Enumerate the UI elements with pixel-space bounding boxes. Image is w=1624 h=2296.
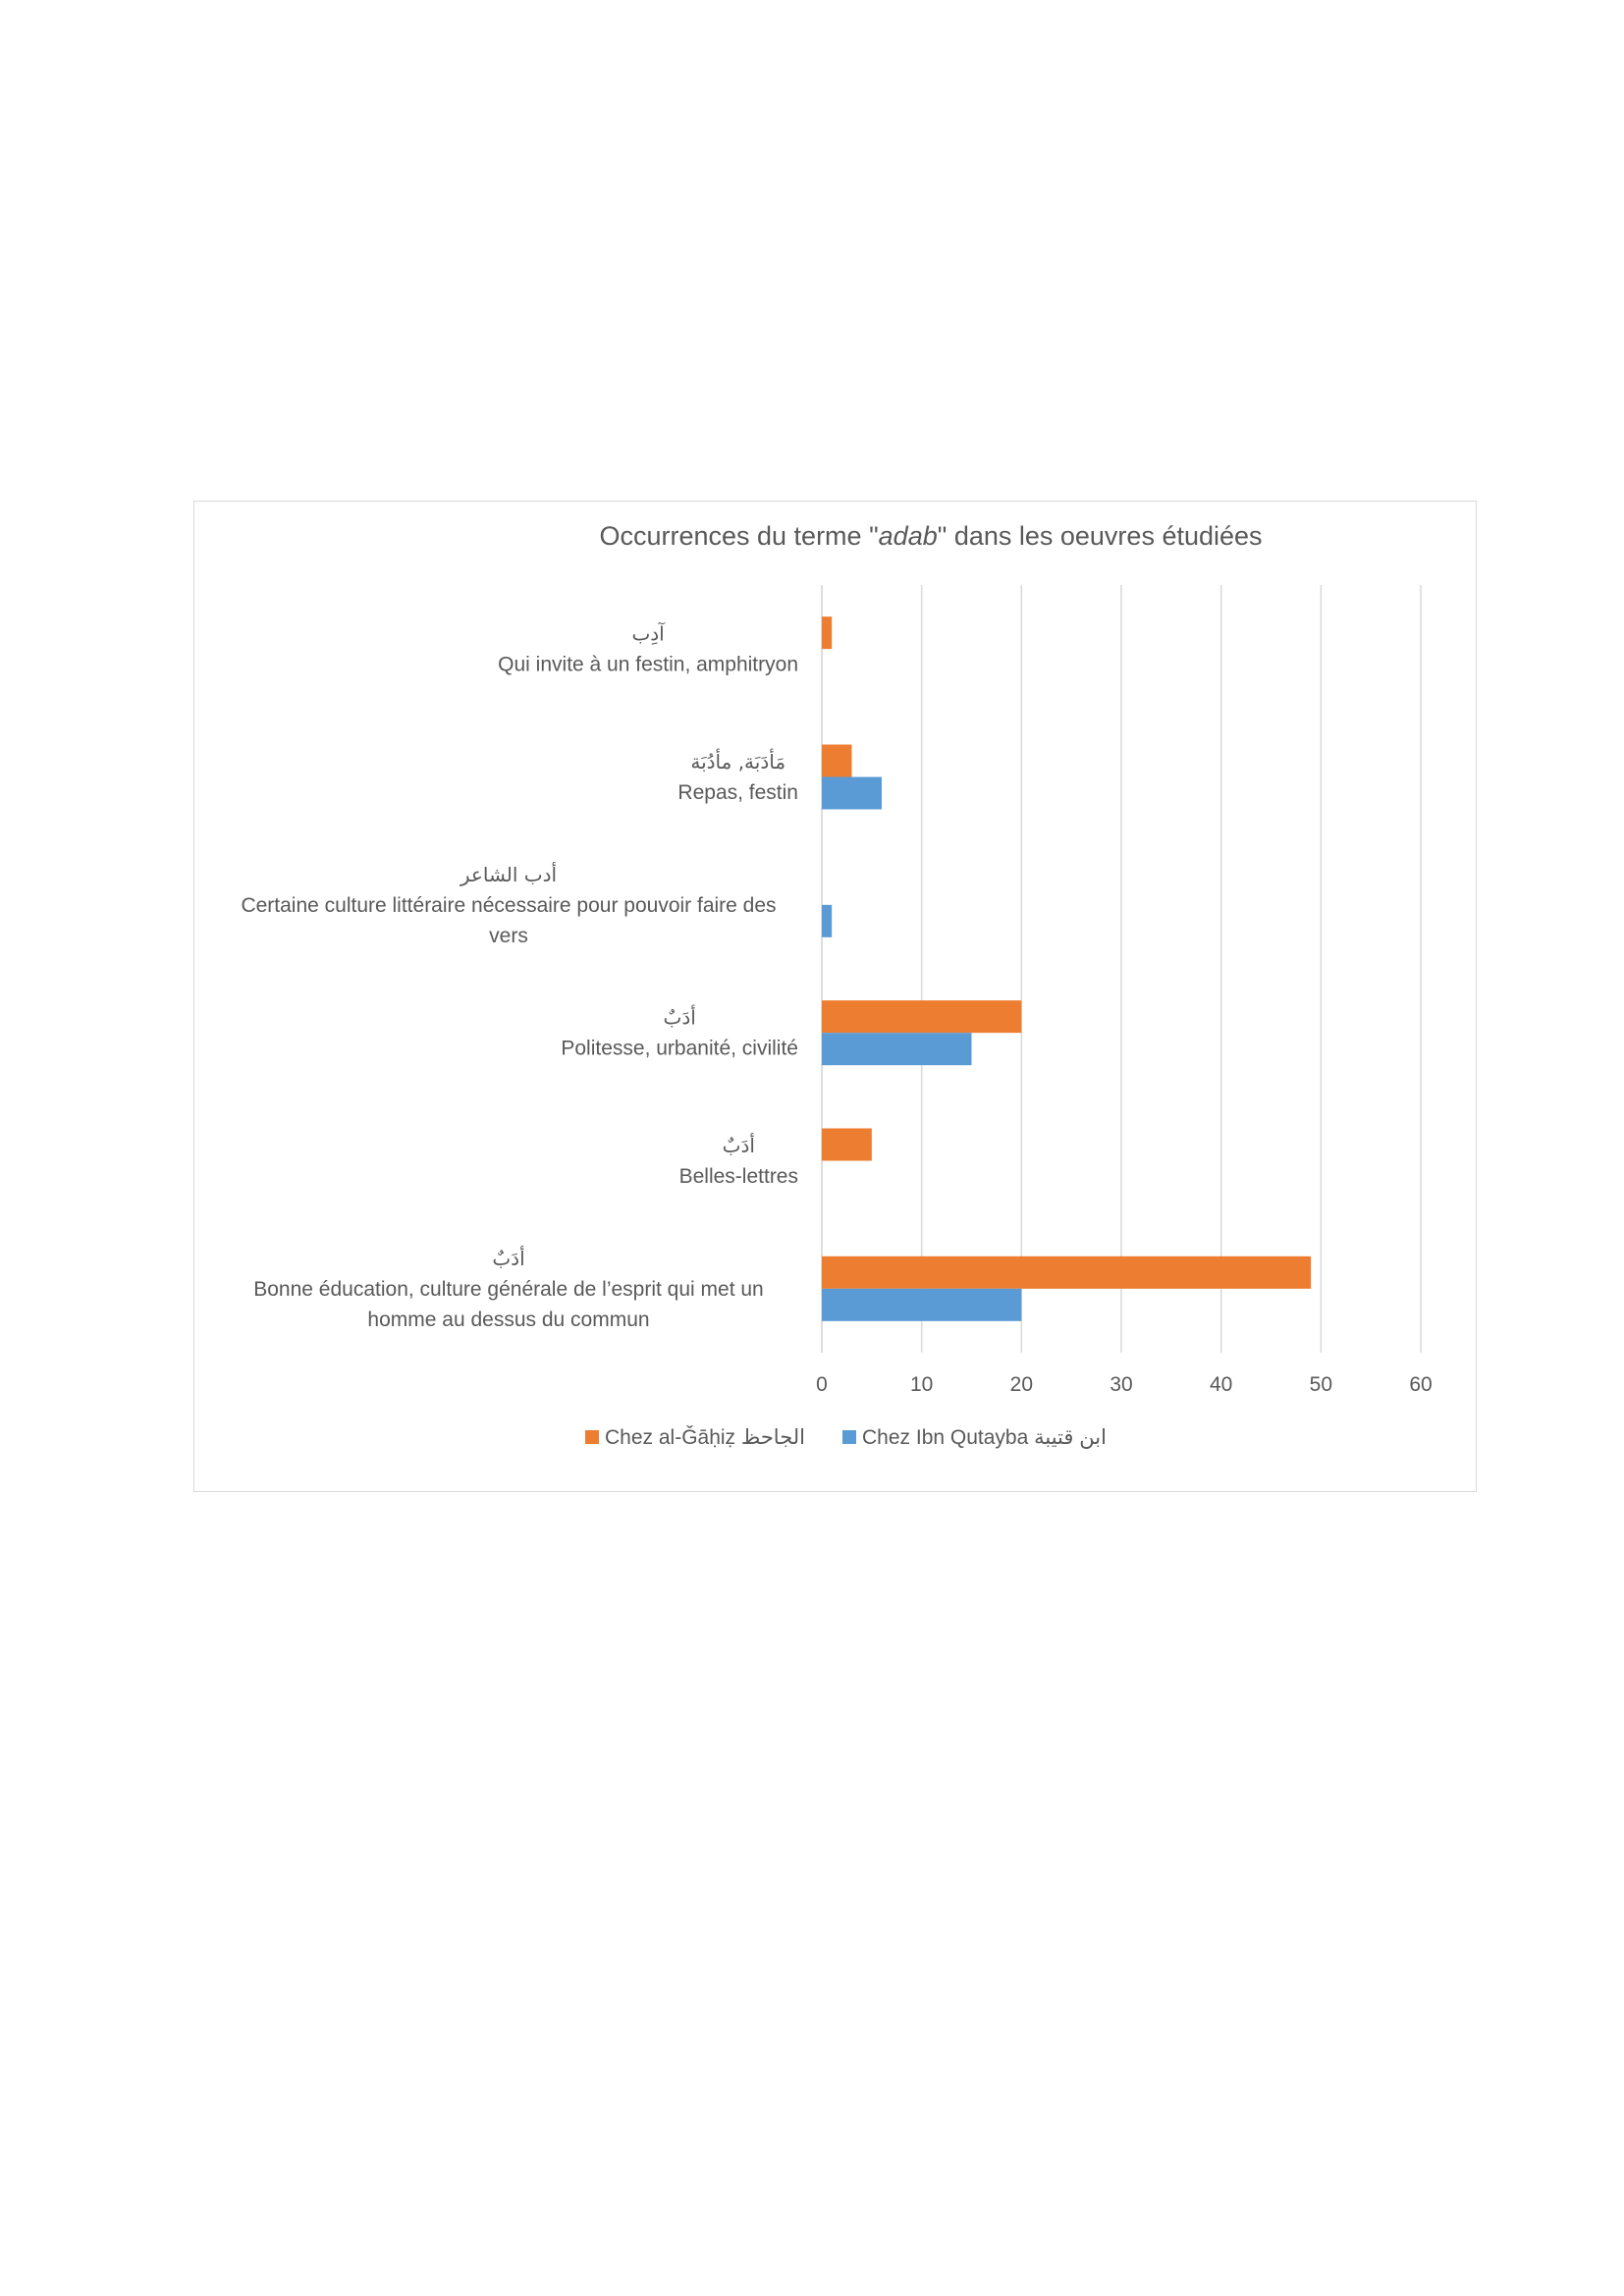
bar-jahiz-1 <box>822 744 852 777</box>
category-label-3-line-0: Politesse, urbanité, civilité <box>561 1038 798 1060</box>
bars <box>822 616 1312 1321</box>
x-axis-ticks: 0 10 20 30 40 50 60 <box>816 1373 1433 1396</box>
bar-qutayba-1 <box>822 776 882 810</box>
chart-title-part-2: " dans les oeuvres étudiées <box>938 521 1263 551</box>
legend: Chez al-Ǧāḥiẓ الجاحظ Chez Ibn Qutayba ابن… <box>585 1426 1107 1449</box>
chart-title-part-1: Occurrences du terme " <box>599 521 878 551</box>
x-tick-label-60: 60 <box>1409 1373 1432 1396</box>
bar-jahiz-3 <box>822 1000 1022 1034</box>
bar-jahiz-0 <box>822 616 833 650</box>
x-tick-label-50: 50 <box>1310 1373 1332 1396</box>
category-arabic-label-4: أدَبٌ <box>723 1133 755 1157</box>
legend-swatch-jahiz <box>585 1430 599 1444</box>
category-label-0-line-0: Qui invite à un festin, amphitryon <box>498 654 798 676</box>
category-label-1-line-0: Repas, festin <box>677 781 798 804</box>
gridlines <box>821 585 1422 1353</box>
bar-jahiz-4 <box>822 1128 872 1161</box>
chart-title: Occurrences du terme "adab" dans les oeu… <box>599 521 1262 551</box>
chart-title-italic: adab <box>879 521 938 551</box>
bar-qutayba-5 <box>822 1288 1022 1321</box>
x-tick-label-0: 0 <box>816 1373 828 1396</box>
legend-swatch-qutayba <box>842 1430 856 1444</box>
category-label-5-line-0: Bonne éducation, culture générale de l’e… <box>253 1278 764 1301</box>
bar-qutayba-2 <box>822 904 833 937</box>
category-arabic-label-2: أدب الشاعر <box>460 862 557 886</box>
category-label-4-line-0: Belles-lettres <box>679 1165 798 1188</box>
category-arabic-label-3: أدَبٌ <box>664 1005 696 1030</box>
chart-frame <box>193 501 1477 1492</box>
x-tick-label-20: 20 <box>1010 1373 1033 1396</box>
category-arabic-label-0: آدِب <box>631 621 666 646</box>
legend-label-qutayba: Chez Ibn Qutayba ابن قتيبة <box>862 1426 1107 1449</box>
category-arabic-label-1: مَأدَبَة, مأدُبَة <box>690 748 785 774</box>
category-label-5-line-1: homme au dessus du commun <box>367 1308 649 1331</box>
x-tick-label-40: 40 <box>1210 1373 1232 1396</box>
category-labels: آدِب Qui invite à un festin, amphitryon مَ… <box>241 621 798 1331</box>
x-tick-label-10: 10 <box>910 1373 933 1396</box>
x-tick-label-30: 30 <box>1110 1373 1132 1396</box>
bar-qutayba-3 <box>822 1033 972 1066</box>
category-arabic-label-5: أدَبٌ <box>492 1246 524 1270</box>
legend-label-jahiz: Chez al-Ǧāḥiẓ الجاحظ <box>605 1426 805 1449</box>
category-label-2-line-0: Certaine culture littéraire nécessaire p… <box>241 894 776 917</box>
bar-jahiz-5 <box>822 1255 1312 1289</box>
category-label-2-line-1: vers <box>489 925 528 947</box>
